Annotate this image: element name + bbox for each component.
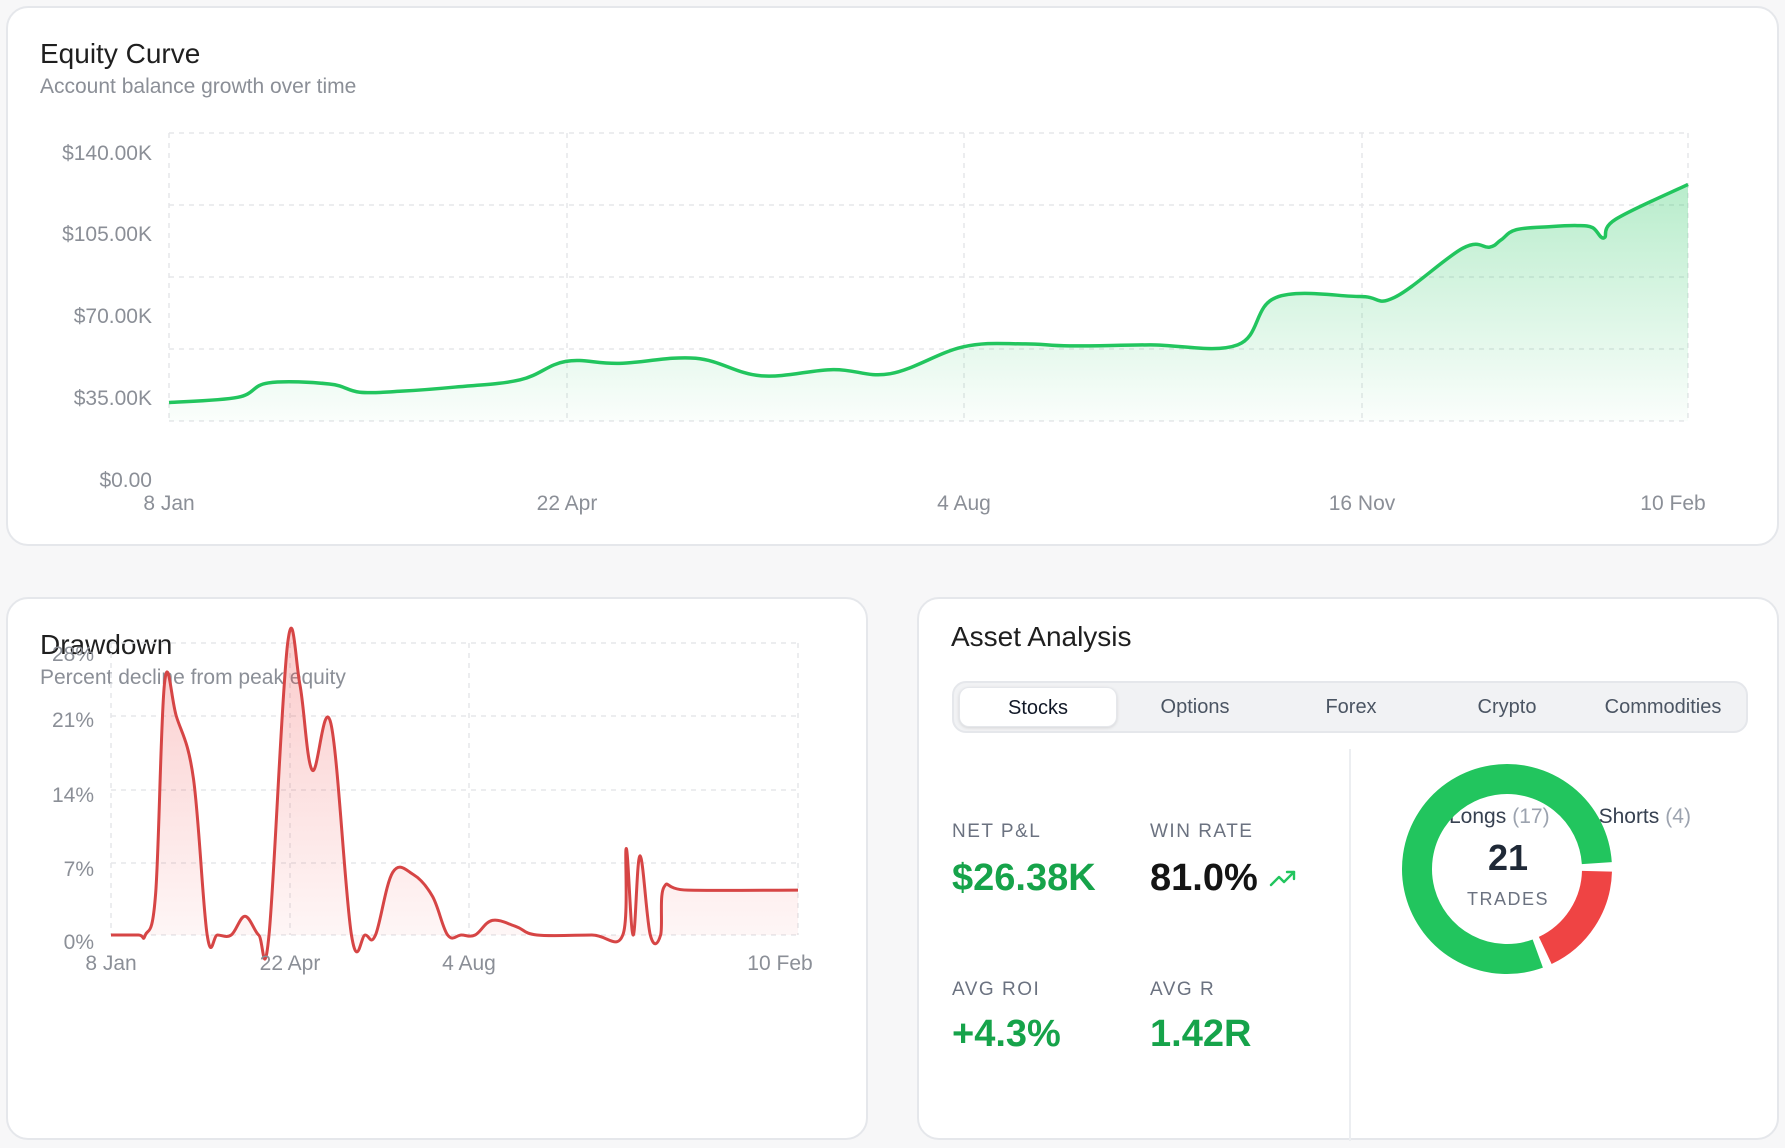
drawdown-area — [111, 628, 798, 960]
drawdown-x-tick: 22 Apr — [260, 952, 321, 975]
asset-analysis-card: Asset Analysis Stocks Options Forex Cryp… — [917, 597, 1781, 1142]
donut-total-label: TRADES — [1466, 889, 1549, 909]
drawdown-y-tick: 0% — [64, 931, 94, 954]
equity-area — [169, 184, 1688, 421]
tab-options[interactable]: Options — [1160, 696, 1230, 718]
equity-title: Equity Curve — [40, 38, 201, 69]
avg-r-label: AVG R — [1150, 979, 1216, 1000]
donut-slice-longs[interactable] — [1402, 764, 1612, 974]
avg-roi-value: +4.3% — [952, 1013, 1061, 1055]
drawdown-y-tick: 14% — [52, 784, 94, 807]
tab-commodities[interactable]: Commodities — [1604, 696, 1722, 718]
equity-y-tick: $140.00K — [62, 142, 152, 165]
stats-divider — [1349, 749, 1351, 1141]
drawdown-subtitle: Percent decline from peak equity — [40, 666, 346, 689]
legend-shorts-label: Shorts — [1598, 805, 1660, 828]
equity-x-tick: 8 Jan — [143, 492, 194, 515]
drawdown-line — [111, 626, 799, 961]
drawdown-y-tick: 28% — [52, 643, 94, 666]
equity-subtitle: Account balance growth over time — [40, 75, 357, 98]
legend-shorts-count: (4) — [1665, 805, 1691, 828]
drawdown-x-tick: 8 Jan — [85, 952, 136, 975]
trades-donut-chart[interactable] — [919, 599, 1781, 1142]
equity-y-tick: $35.00K — [74, 387, 152, 410]
donut-center: 21 TRADES — [1438, 837, 1578, 910]
equity-x-tick: 16 Nov — [1329, 492, 1396, 515]
win-rate-label: WIN RATE — [1150, 821, 1254, 842]
equity-y-tick: $70.00K — [74, 305, 152, 328]
tab-forex[interactable]: Forex — [1325, 696, 1377, 718]
legend-longs-count: (17) — [1512, 805, 1550, 828]
drawdown-card: Drawdown Percent decline from peak equit… — [6, 597, 868, 1140]
drawdown-title: Drawdown — [40, 629, 173, 660]
equity-line — [168, 182, 1689, 405]
equity-chart[interactable]: $140.00K $105.00K $70.00K $35.00K $0.00 … — [8, 8, 1781, 548]
tab-crypto[interactable]: Crypto — [1477, 696, 1537, 718]
trending-up-icon — [1269, 870, 1296, 887]
net-pnl-label: NET P&L — [952, 821, 1042, 842]
net-pnl-value: $26.38K — [952, 857, 1096, 899]
avg-r-value: 1.42R — [1150, 1013, 1252, 1055]
legend-longs-label: Longs — [1449, 805, 1507, 828]
asset-title: Asset Analysis — [951, 621, 1132, 652]
win-rate-value: 81.0% — [1150, 857, 1258, 899]
drawdown-x-tick: 4 Aug — [442, 952, 496, 975]
avg-roi-label: AVG ROI — [952, 979, 1041, 1000]
equity-curve-card: Equity Curve Account balance growth over… — [6, 6, 1779, 546]
drawdown-chart[interactable]: 28% 21% 14% 7% 0% 8 Jan 22 Apr 4 Aug 10 … — [8, 599, 870, 1142]
donut-slice-shorts[interactable] — [1538, 870, 1612, 965]
asset-tabs: Stocks Options Forex Crypto Commodities — [952, 681, 1748, 733]
equity-x-tick: 4 Aug — [937, 492, 991, 515]
tab-stocks[interactable]: Stocks — [959, 687, 1117, 727]
equity-y-tick: $105.00K — [62, 223, 152, 246]
equity-y-tick: $0.00 — [99, 469, 152, 492]
drawdown-y-tick: 21% — [52, 709, 94, 732]
equity-x-tick: 22 Apr — [537, 492, 598, 515]
drawdown-x-tick: 10 Feb — [747, 952, 812, 975]
drawdown-y-tick: 7% — [64, 858, 94, 881]
equity-x-tick: 10 Feb — [1640, 492, 1705, 515]
donut-total: 21 — [1487, 837, 1529, 878]
